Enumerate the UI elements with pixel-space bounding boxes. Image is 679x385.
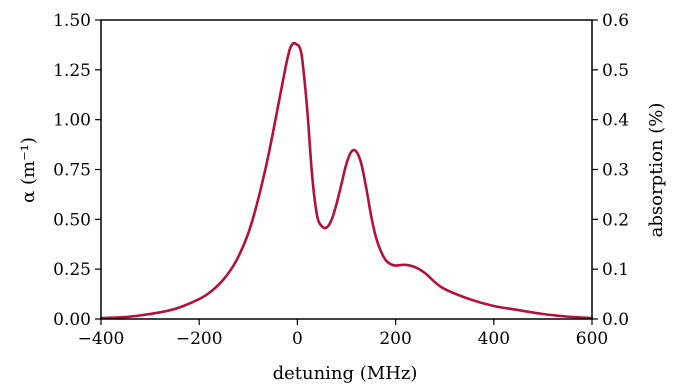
y-left-tick-label: 0.50	[53, 210, 91, 230]
x-tick-label: 600	[576, 329, 608, 349]
x-tick-label: 200	[379, 329, 411, 349]
x-tick-label: −400	[78, 329, 125, 349]
x-axis-label: detuning (MHz)	[273, 363, 418, 384]
y-right-tick-label: 0.5	[602, 61, 629, 81]
y-left-tick-label: 0.00	[53, 310, 91, 330]
y-axis-label-right: absorption (%)	[646, 103, 667, 238]
plot-frame	[100, 19, 593, 320]
x-tick-label: 0	[292, 329, 303, 349]
y-right-tick-label: 0.1	[602, 260, 629, 280]
x-tick-label: 400	[478, 329, 510, 349]
plot-area	[99, 41, 594, 320]
y-right-tick-label: 0.2	[602, 210, 629, 230]
y-left-tick-label: 0.25	[53, 260, 91, 280]
y-right-tick-label: 0.3	[602, 161, 629, 181]
x-tick-label: −200	[176, 329, 223, 349]
y-right-tick-label: 0.4	[602, 111, 629, 131]
y-left-tick-label: 1.50	[53, 11, 91, 31]
y-left-tick-label: 1.00	[53, 111, 91, 131]
y-right-tick-label: 0.6	[602, 11, 629, 31]
y-left-tick-label: 0.75	[53, 161, 91, 181]
y-right-tick-label: 0.0	[602, 310, 629, 330]
y-axis-label-left: α (m⁻¹)	[18, 137, 39, 203]
y-left-tick-label: 1.25	[53, 61, 91, 81]
series-line	[99, 41, 594, 320]
axes: −400 −200 0 200 400 600 0.00 0.25 0.50 0.75 1.00 1.…	[53, 11, 629, 349]
